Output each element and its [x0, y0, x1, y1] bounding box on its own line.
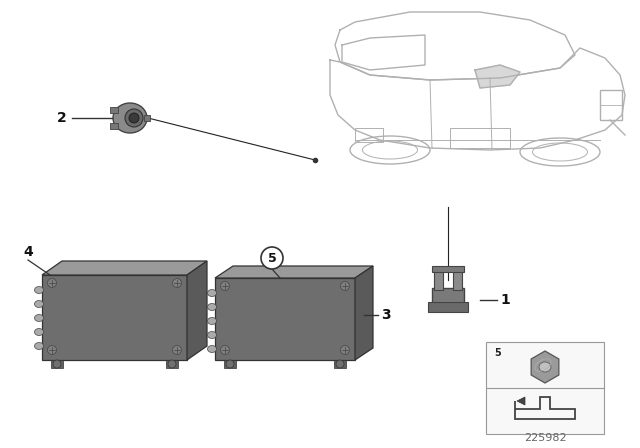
Polygon shape [187, 261, 207, 360]
Bar [450, 128, 510, 148]
Bar [334, 360, 346, 368]
Polygon shape [215, 266, 373, 278]
Bar [432, 288, 464, 308]
Polygon shape [531, 351, 559, 383]
Ellipse shape [35, 314, 44, 322]
Bar [166, 360, 178, 368]
Bar [453, 270, 462, 290]
Polygon shape [355, 266, 373, 360]
Ellipse shape [226, 360, 234, 368]
Ellipse shape [47, 279, 56, 288]
Ellipse shape [113, 103, 147, 133]
Ellipse shape [207, 289, 216, 297]
Text: 2: 2 [57, 111, 67, 125]
Ellipse shape [35, 328, 44, 336]
Ellipse shape [35, 343, 44, 349]
Text: 225982: 225982 [524, 433, 566, 443]
Ellipse shape [261, 247, 283, 269]
Ellipse shape [221, 345, 230, 354]
Bar [224, 360, 236, 368]
Ellipse shape [53, 360, 61, 368]
Bar [144, 115, 150, 121]
Bar [432, 266, 464, 272]
Text: 5: 5 [268, 251, 276, 264]
Ellipse shape [173, 279, 182, 288]
Ellipse shape [173, 345, 182, 354]
Bar [51, 360, 63, 368]
Polygon shape [517, 397, 525, 405]
Text: 3: 3 [381, 308, 391, 322]
Ellipse shape [35, 287, 44, 293]
Bar [110, 107, 118, 113]
Ellipse shape [207, 332, 216, 339]
Polygon shape [42, 261, 207, 275]
Ellipse shape [47, 345, 56, 354]
Ellipse shape [207, 318, 216, 324]
Ellipse shape [125, 109, 143, 127]
Bar [110, 123, 118, 129]
Text: 5: 5 [494, 348, 500, 358]
Ellipse shape [129, 113, 139, 123]
Bar [355, 128, 383, 142]
Bar [434, 270, 443, 290]
Polygon shape [475, 65, 520, 88]
Ellipse shape [207, 303, 216, 310]
Ellipse shape [340, 345, 349, 354]
Ellipse shape [207, 345, 216, 353]
Text: 1: 1 [500, 293, 510, 307]
Ellipse shape [539, 362, 551, 372]
Ellipse shape [221, 281, 230, 290]
Bar [428, 302, 468, 312]
Text: 4: 4 [23, 245, 33, 259]
Bar [486, 342, 604, 434]
Bar [215, 278, 355, 360]
Ellipse shape [168, 360, 176, 368]
Ellipse shape [35, 301, 44, 307]
Ellipse shape [336, 360, 344, 368]
Bar [600, 90, 622, 120]
Bar [42, 275, 187, 360]
Ellipse shape [340, 281, 349, 290]
